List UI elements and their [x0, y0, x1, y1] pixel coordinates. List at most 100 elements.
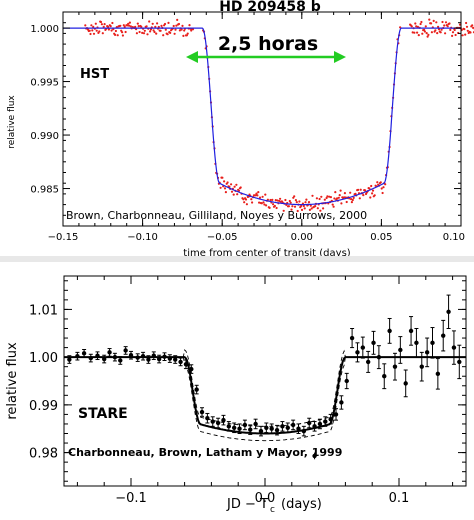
- data-point-62: [139, 31, 141, 33]
- data-point-413: [464, 34, 466, 36]
- stare-plot-area: [64, 295, 466, 459]
- data-point-29: [110, 25, 112, 27]
- data-point-192: [262, 196, 264, 198]
- data-point-369: [426, 32, 428, 34]
- data-point-15: [157, 357, 161, 361]
- data-point-68: [441, 333, 445, 337]
- data-point-320: [374, 194, 376, 196]
- data-point-222: [288, 205, 290, 207]
- data-point-360: [418, 34, 420, 36]
- data-point-0: [67, 357, 71, 361]
- data-point-18: [100, 21, 102, 23]
- data-point-51: [129, 22, 131, 24]
- data-point-410: [462, 34, 464, 36]
- data-point-18: [173, 357, 177, 361]
- data-point-0: [84, 24, 86, 26]
- data-point-204: [272, 203, 274, 205]
- data-point-355: [413, 32, 415, 34]
- data-point-117: [187, 33, 189, 35]
- data-point-156: [230, 183, 232, 185]
- data-point-24: [205, 416, 209, 420]
- data-point-81: [155, 33, 157, 35]
- data-point-31: [111, 22, 113, 24]
- data-point-54: [366, 360, 370, 364]
- data-point-203: [271, 199, 273, 201]
- data-point-29: [232, 426, 236, 430]
- data-point-414: [465, 22, 467, 24]
- data-point-234: [298, 200, 300, 202]
- x-tick-label: 0.1: [389, 491, 410, 506]
- data-point-94: [167, 33, 169, 35]
- data-point-179: [250, 198, 252, 200]
- data-point-40: [119, 25, 121, 27]
- data-point-186: [256, 194, 258, 196]
- data-point-245: [308, 201, 310, 203]
- data-point-270: [330, 196, 332, 198]
- data-point-387: [441, 21, 443, 23]
- data-point-318: [372, 190, 374, 192]
- data-point-212: [279, 198, 281, 200]
- data-point-317: [371, 192, 373, 194]
- data-point-296: [353, 197, 355, 199]
- data-point-59: [136, 32, 138, 34]
- data-point-105: [176, 19, 178, 21]
- data-point-57: [382, 374, 386, 378]
- data-point-10: [93, 33, 95, 35]
- data-point-149: [224, 187, 226, 189]
- data-point-82: [156, 22, 158, 24]
- data-point-35: [115, 30, 117, 32]
- data-point-27: [221, 418, 225, 422]
- data-point-67: [143, 32, 145, 34]
- data-point-368: [425, 25, 427, 27]
- y-tick-label: 0.985: [30, 185, 59, 196]
- data-point-279: [338, 197, 340, 199]
- data-point-380: [435, 21, 437, 23]
- stare-label: STARE: [78, 406, 128, 422]
- data-point-391: [445, 21, 447, 23]
- data-point-19: [101, 23, 103, 25]
- data-point-241: [304, 201, 306, 203]
- data-point-254: [316, 197, 318, 199]
- data-point-89: [162, 34, 164, 36]
- data-point-36: [270, 427, 274, 431]
- data-point-367: [424, 30, 426, 32]
- data-point-372: [428, 19, 430, 21]
- data-point-32: [248, 427, 252, 431]
- data-point-31: [243, 423, 247, 427]
- data-point-327: [380, 181, 382, 183]
- data-point-69: [446, 310, 450, 314]
- data-point-386: [441, 29, 443, 31]
- data-point-92: [165, 29, 167, 31]
- data-point-10: [129, 353, 133, 357]
- data-point-395: [448, 22, 450, 24]
- data-point-280: [339, 194, 341, 196]
- data-point-70: [452, 345, 456, 349]
- data-point-3: [89, 356, 93, 360]
- data-point-63: [414, 341, 418, 345]
- data-point-95: [167, 22, 169, 24]
- data-point-49: [339, 400, 343, 404]
- data-point-119: [188, 24, 190, 26]
- data-point-399: [452, 31, 454, 33]
- data-point-356: [414, 22, 416, 24]
- data-point-48: [334, 412, 338, 416]
- svg-text:JD − T: JD − T: [226, 497, 268, 512]
- data-point-288: [346, 201, 348, 203]
- data-point-73: [148, 20, 150, 22]
- data-point-218: [284, 199, 286, 201]
- data-point-148: [223, 180, 225, 182]
- data-point-239: [303, 205, 305, 207]
- data-point-371: [427, 34, 429, 36]
- data-point-11: [136, 355, 140, 359]
- data-point-167: [240, 186, 242, 188]
- data-point-150: [225, 191, 227, 193]
- data-point-304: [360, 189, 362, 191]
- data-point-19: [178, 360, 182, 364]
- y-tick-label: 0.98: [29, 447, 58, 462]
- data-point-415: [466, 26, 468, 28]
- data-point-42: [302, 429, 306, 433]
- data-point-226: [291, 205, 293, 207]
